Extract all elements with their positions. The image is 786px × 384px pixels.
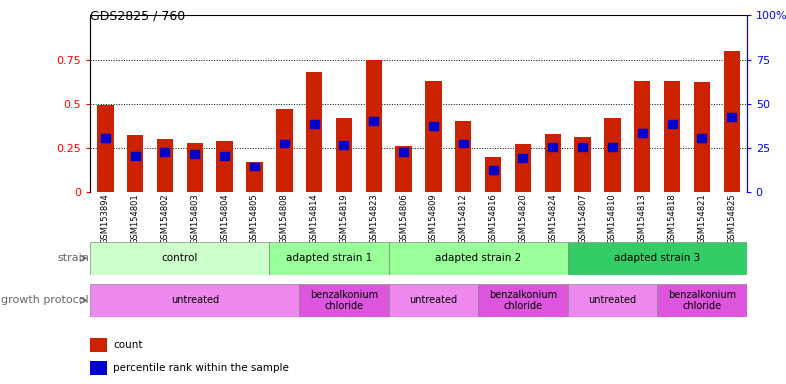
Bar [485,157,501,192]
Bar [127,136,143,192]
Bar [340,141,348,149]
Bar [270,242,389,275]
Bar [667,120,677,128]
Bar [455,121,472,192]
Bar [369,117,378,124]
Bar [130,152,140,160]
Text: benzalkonium
chloride: benzalkonium chloride [668,290,736,311]
Bar [365,60,382,192]
Bar [336,118,352,192]
Bar [459,139,468,147]
Bar [90,361,107,376]
Text: percentile rank within the sample: percentile rank within the sample [113,363,289,373]
Bar [694,83,711,192]
Bar [216,141,233,192]
Text: adapted strain 3: adapted strain 3 [614,253,700,263]
Bar [727,113,736,121]
Bar [90,242,270,275]
Bar [545,134,561,192]
Bar [664,81,681,192]
Bar [637,129,647,137]
Bar [515,144,531,192]
Text: adapted strain 1: adapted strain 1 [286,253,373,263]
Bar [604,118,621,192]
Text: count: count [113,340,143,350]
Bar [567,284,657,317]
Bar [276,109,292,192]
Bar [575,137,591,192]
Bar [657,284,747,317]
Bar [90,338,107,353]
Text: benzalkonium
chloride: benzalkonium chloride [489,290,557,311]
Text: GDS2825 / 760: GDS2825 / 760 [90,10,185,23]
Bar [429,122,438,130]
Bar [160,148,170,156]
Bar [399,148,408,156]
Bar [519,154,527,162]
Bar [578,143,587,151]
Text: strain: strain [57,253,89,263]
Bar [489,166,498,174]
Text: untreated: untreated [171,295,219,306]
Text: control: control [162,253,198,263]
Bar [220,152,229,160]
Text: adapted strain 2: adapted strain 2 [435,253,521,263]
Text: benzalkonium
chloride: benzalkonium chloride [310,290,378,311]
Bar [299,284,389,317]
Bar [567,242,747,275]
Bar [101,134,110,142]
Bar [250,162,259,170]
Bar [425,81,442,192]
Bar [724,51,740,192]
Bar [549,143,557,151]
Bar [156,139,173,192]
Text: untreated: untreated [410,295,457,306]
Bar [97,106,113,192]
Bar [395,146,412,192]
Bar [186,142,203,192]
Bar [280,139,288,147]
Bar [90,284,299,317]
Bar [310,120,318,128]
Bar [478,284,567,317]
Bar [190,150,200,158]
Bar [246,162,263,192]
Bar [389,284,478,317]
Text: growth protocol: growth protocol [2,295,89,306]
Bar [389,242,567,275]
Bar [608,143,617,151]
Bar [306,72,322,192]
Bar [634,81,651,192]
Text: untreated: untreated [589,295,637,306]
Bar [697,134,707,142]
